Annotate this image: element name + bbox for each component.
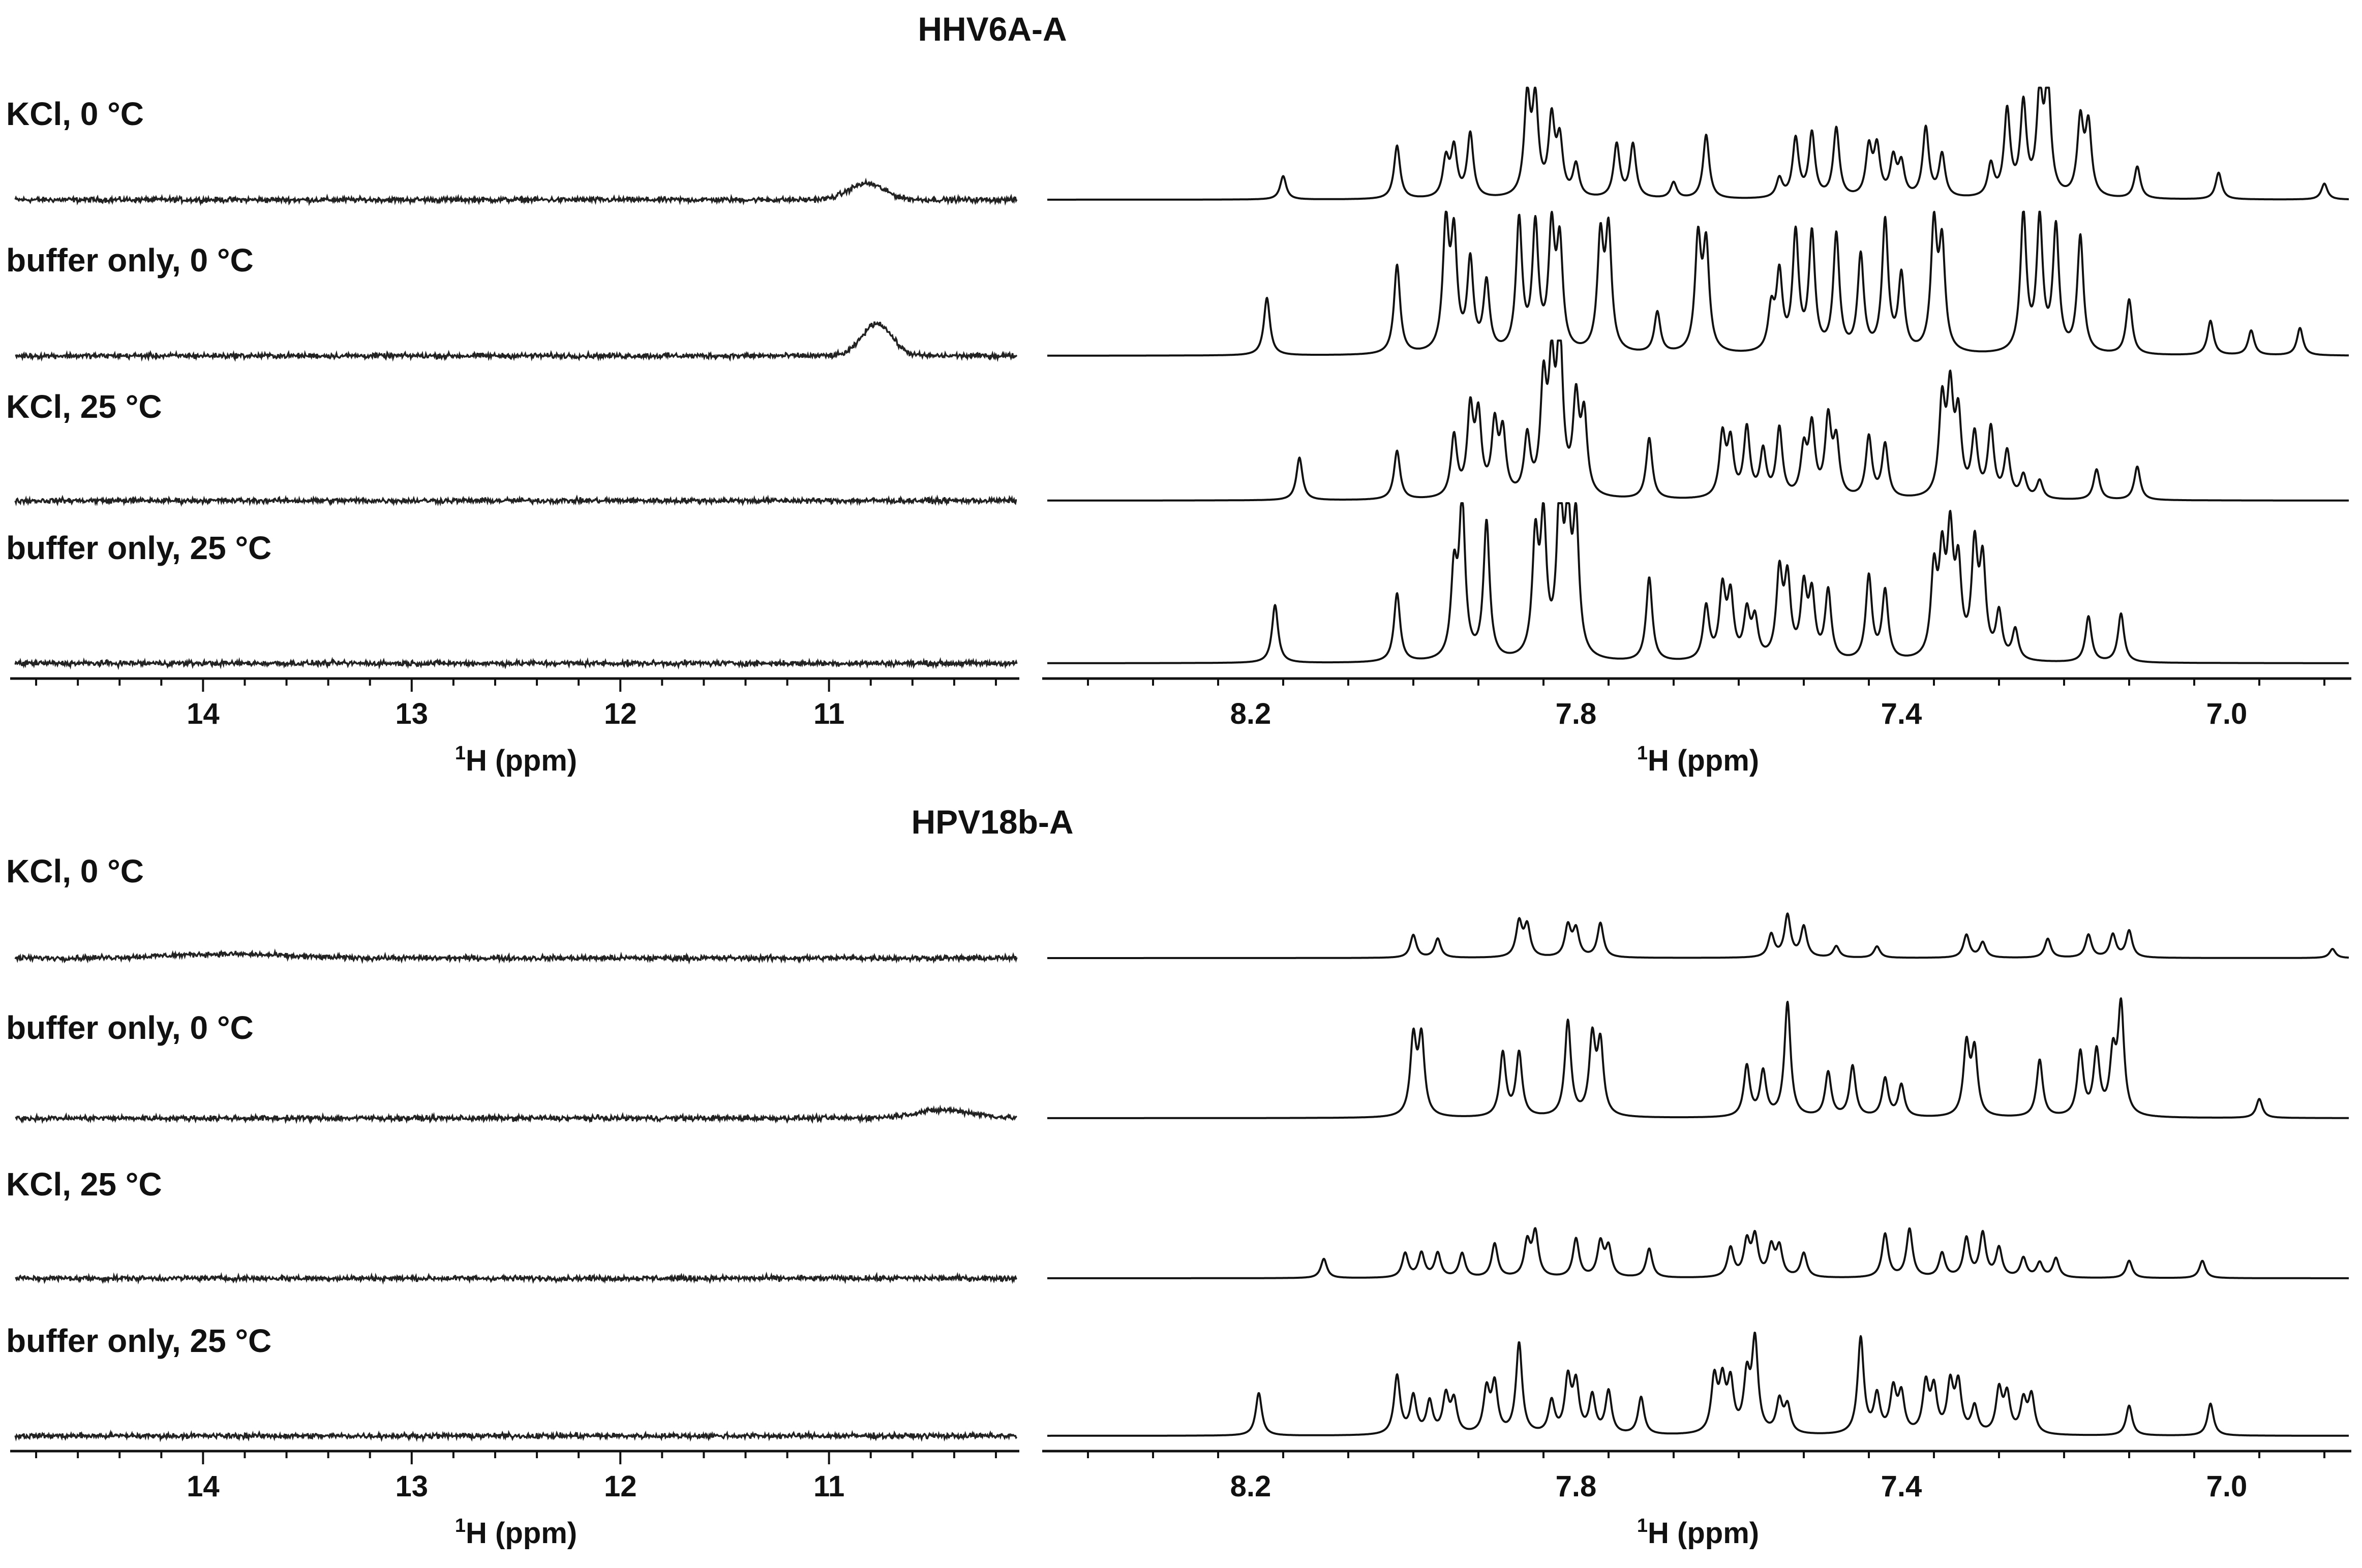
series-label: KCl, 0 °C (6, 853, 144, 889)
x-axis-label-superscript: 1 (1637, 1515, 1648, 1536)
tick-label: 7.4 (1881, 697, 1922, 730)
figure-title-hpv18b: HPV18b-A (911, 803, 1073, 841)
series-label: buffer only, 25 °C (6, 530, 271, 566)
series-label: KCl, 25 °C (6, 1166, 162, 1203)
tick-label: 7.8 (1556, 697, 1597, 730)
aromatic-trace (1047, 210, 2349, 357)
tick-label: 14 (187, 697, 220, 730)
x-axis-label-text: H (ppm) (1648, 1517, 1759, 1550)
series-label: buffer only, 0 °C (6, 242, 254, 279)
x-axis-label-superscript: 1 (455, 743, 466, 764)
imino-trace (15, 1271, 1018, 1285)
x-axis-label-text: H (ppm) (466, 744, 577, 777)
series-label: buffer only, 0 °C (6, 1009, 254, 1046)
x-axis-label-superscript: 1 (1637, 743, 1648, 764)
x-axis-label: 1H (ppm) (455, 743, 577, 777)
imino-trace (15, 321, 1018, 362)
tick-label: 8.2 (1230, 697, 1271, 730)
tick-label: 7.8 (1556, 1470, 1597, 1503)
aromatic-trace (1047, 502, 2349, 664)
imino-trace (15, 1104, 1017, 1125)
hhv6a-figure: HHV6A-A KCl, 0 °C buffer only, 0 °C KCl,… (6, 10, 2351, 777)
hhv6a-traces (14, 86, 2349, 670)
x-axis-label-text: H (ppm) (1648, 744, 1759, 777)
tick-label: 14 (187, 1470, 220, 1503)
tick-label: 12 (604, 697, 637, 730)
x-axis-label-text: H (ppm) (466, 1517, 577, 1550)
tick-label: 11 (813, 697, 844, 730)
aromatic-trace (1047, 1332, 2349, 1437)
imino-trace (14, 948, 1018, 965)
figure-title-hhv6a: HHV6A-A (918, 10, 1067, 48)
aromatic-trace (1047, 1227, 2349, 1279)
x-axis-label: 1H (ppm) (1637, 1515, 1759, 1550)
tick-label: 7.0 (2206, 1470, 2248, 1503)
tick-label: 7.4 (1881, 1470, 1922, 1503)
aromatic-trace (1047, 340, 2349, 502)
series-label: buffer only, 25 °C (6, 1323, 271, 1359)
imino-trace (14, 657, 1018, 670)
hpv18b-traces (14, 912, 2349, 1443)
imino-trace (14, 494, 1017, 507)
tick-label: 13 (396, 1470, 429, 1503)
x-axis-label: 1H (ppm) (455, 1515, 577, 1550)
series-label: KCl, 0 °C (6, 96, 144, 132)
tick-label: 13 (396, 697, 429, 730)
tick-label: 8.2 (1230, 1470, 1271, 1503)
tick-label: 11 (813, 1470, 844, 1503)
tick-label: 12 (604, 1470, 637, 1503)
imino-trace (14, 177, 1018, 206)
tick-label: 7.0 (2206, 697, 2248, 730)
x-axis-label-superscript: 1 (455, 1515, 466, 1536)
aromatic-trace (1047, 912, 2349, 959)
hpv18b-figure: HPV18b-A KCl, 0 °C buffer only, 0 °C KCl… (6, 803, 2351, 1550)
aromatic-trace (1047, 997, 2349, 1119)
series-label: KCl, 25 °C (6, 388, 162, 425)
imino-trace (14, 1429, 1018, 1443)
x-axis-label: 1H (ppm) (1637, 743, 1759, 777)
aromatic-trace (1047, 86, 2349, 201)
